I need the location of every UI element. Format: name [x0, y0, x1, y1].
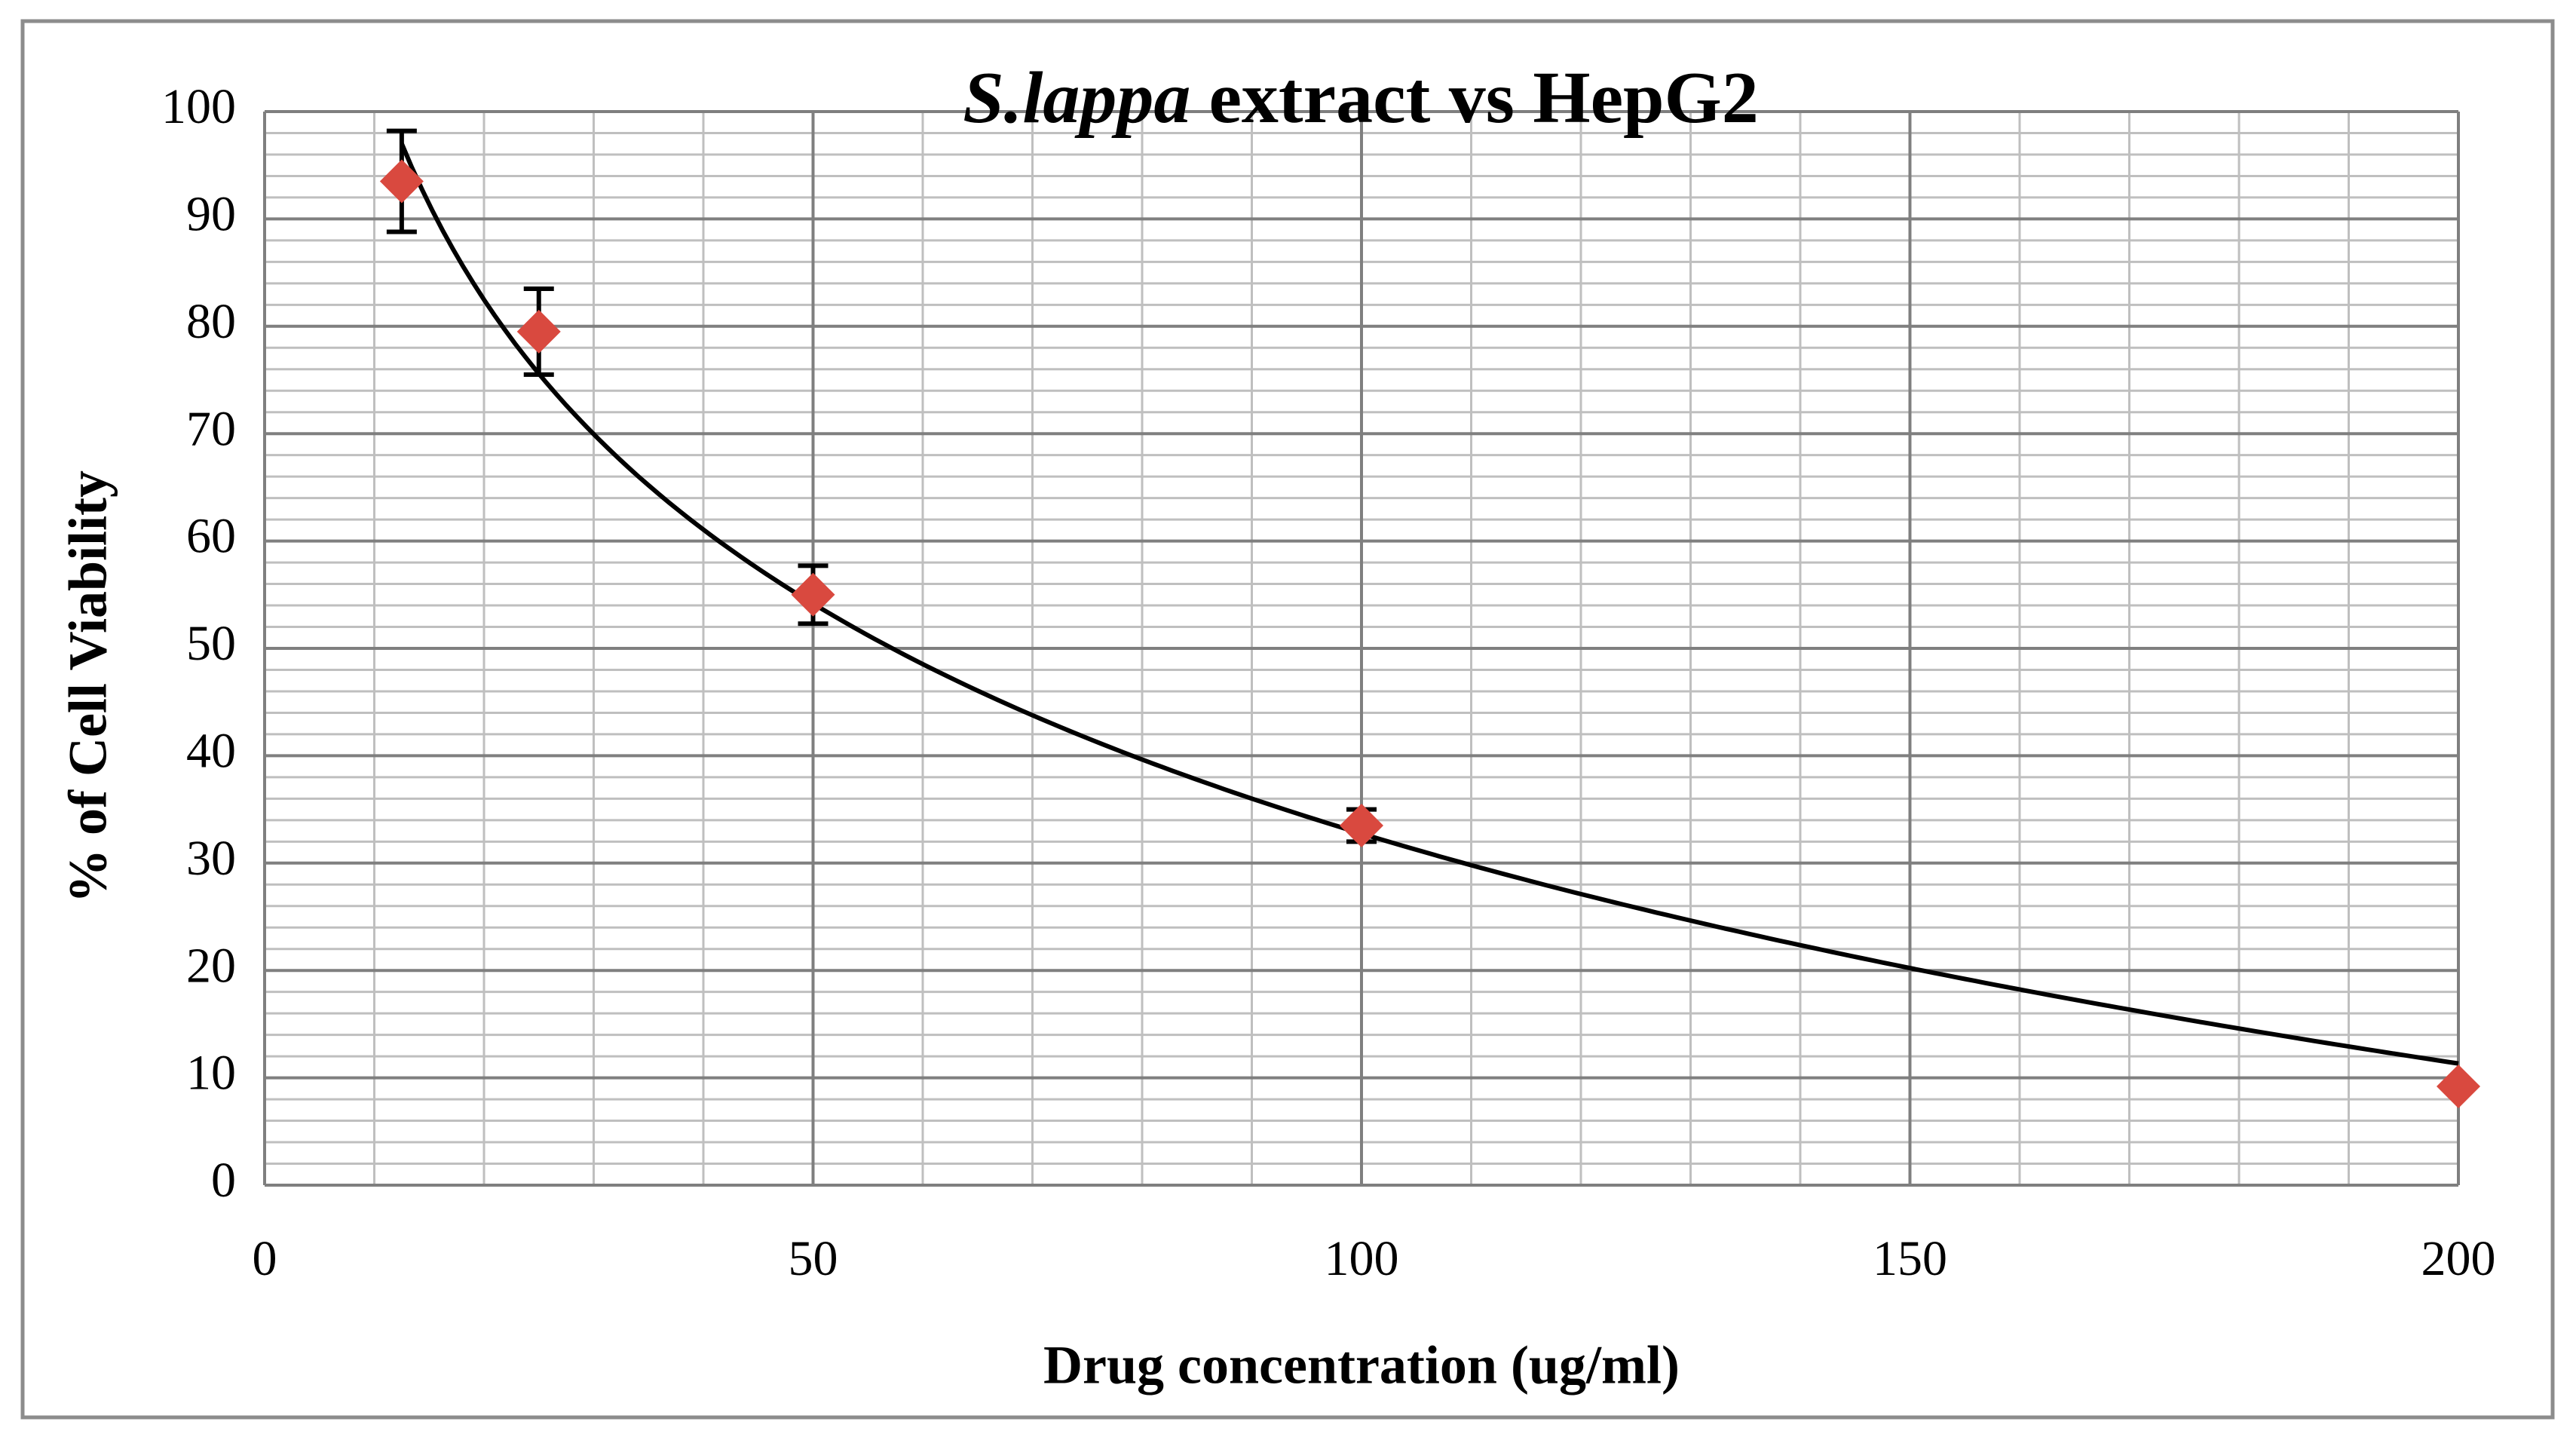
data-point [516, 309, 561, 354]
y-tick-label: 50 [186, 616, 236, 671]
y-tick-label: 100 [161, 79, 236, 134]
y-tick-label: 30 [186, 831, 236, 886]
y-tick-label: 20 [186, 938, 236, 993]
data-point [2437, 1064, 2480, 1108]
x-tick-label: 200 [2421, 1231, 2496, 1286]
x-tick-label: 0 [253, 1231, 277, 1286]
y-tick-label: 10 [186, 1046, 236, 1101]
data-point [791, 572, 835, 617]
grid [263, 110, 2460, 1187]
x-tick-label: 100 [1325, 1231, 1399, 1286]
trendline [400, 142, 2459, 1066]
x-axis-label: Drug concentration (ug/ml) [1043, 1335, 1680, 1396]
chart-title: S.lappa extract vs HepG2 [963, 57, 1759, 139]
y-tick-label: 90 [186, 187, 236, 242]
y-tick-label: 80 [186, 294, 236, 349]
y-tick-label: 70 [186, 401, 236, 456]
y-axis-label: % of Cell Viability [58, 470, 118, 903]
x-tick-label: 50 [789, 1231, 838, 1286]
x-tick-label: 150 [1873, 1231, 1947, 1286]
title-normal: extract vs HepG2 [1208, 57, 1758, 139]
y-tick-label: 40 [186, 724, 236, 779]
data-point [379, 159, 424, 204]
data-point [1340, 803, 1383, 847]
y-tick-label: 0 [211, 1153, 236, 1208]
y-tick-label: 60 [186, 509, 236, 564]
title-italic: S.lappa [963, 57, 1190, 139]
